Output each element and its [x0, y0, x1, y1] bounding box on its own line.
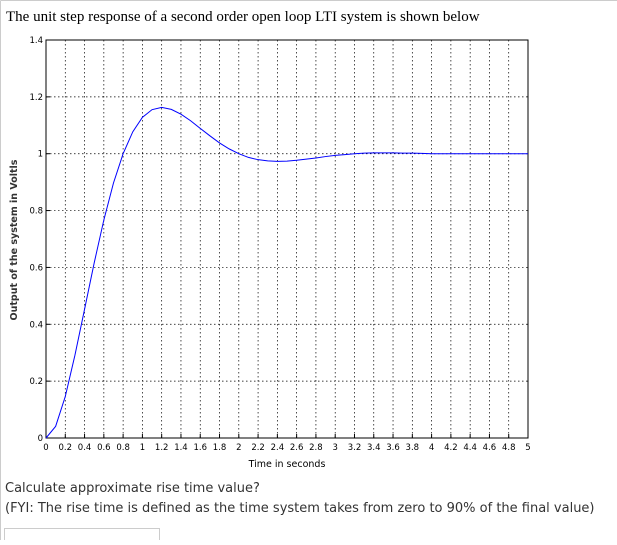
x-tick-label: 1.8	[213, 443, 227, 453]
x-tick-label: 2.4	[271, 443, 285, 453]
x-tick-label: 5	[525, 443, 530, 453]
y-tick-label: 0.6	[29, 263, 43, 273]
x-tick-label: 4	[429, 443, 434, 453]
x-tick-label: 2.2	[251, 443, 265, 453]
x-tick-label: 0.2	[59, 443, 73, 453]
x-tick-label: 1.6	[193, 443, 207, 453]
plot-frame	[45, 39, 529, 439]
plot-area	[46, 40, 528, 438]
x-tick-label: 0	[43, 443, 48, 453]
x-tick-label: 3.4	[367, 443, 381, 453]
x-tick-label: 0.8	[116, 443, 130, 453]
x-tick-label: 1	[140, 443, 145, 453]
x-tick-label: 4.4	[463, 443, 477, 453]
x-tick-label: 0.4	[78, 443, 92, 453]
y-tick-label: 0.4	[29, 320, 43, 330]
x-tick-label: 4.2	[444, 443, 458, 453]
x-tick-label: 1.2	[155, 443, 169, 453]
x-tick-label: 2.8	[309, 443, 323, 453]
x-tick-label: 1.4	[174, 443, 188, 453]
x-axis-label: Time in seconds	[248, 459, 326, 470]
x-tick-label: 2.6	[290, 443, 304, 453]
x-tick-label: 3	[332, 443, 337, 453]
response-line	[45, 106, 528, 439]
plot: 0 0.2 0.4 0.6 0.8 1 1.2 1.4 1.6 1.8 2 2.2 2.4 2.6 2.8 3…	[29, 36, 530, 453]
x-tick-label: 3.8	[406, 443, 420, 453]
x-tick-label: 3.2	[348, 443, 362, 453]
answer-input[interactable]	[4, 528, 160, 545]
y-tick-label: 0.2	[29, 377, 43, 387]
x-tick-label: 2	[236, 443, 241, 453]
x-tick-label: 4.6	[483, 443, 497, 453]
y-tick-label: 1.4	[29, 36, 43, 46]
y-axis-label: Output of the system in Voltls	[9, 159, 20, 320]
x-tick-label: 0.6	[97, 443, 111, 453]
y-tick-label: 1	[38, 150, 43, 160]
x-tick-label: 4.8	[502, 443, 516, 453]
y-tick-label: 0.8	[29, 207, 43, 217]
y-tick-label: 1.2	[29, 93, 43, 103]
question-text: Calculate approximate rise time value?	[5, 481, 260, 496]
y-tick-label: 0	[38, 434, 43, 444]
note-text: (FYI: The rise time is defined as the ti…	[5, 501, 595, 516]
title: The unit step response of a second order…	[6, 9, 480, 25]
x-tick-label: 3.6	[386, 443, 400, 453]
